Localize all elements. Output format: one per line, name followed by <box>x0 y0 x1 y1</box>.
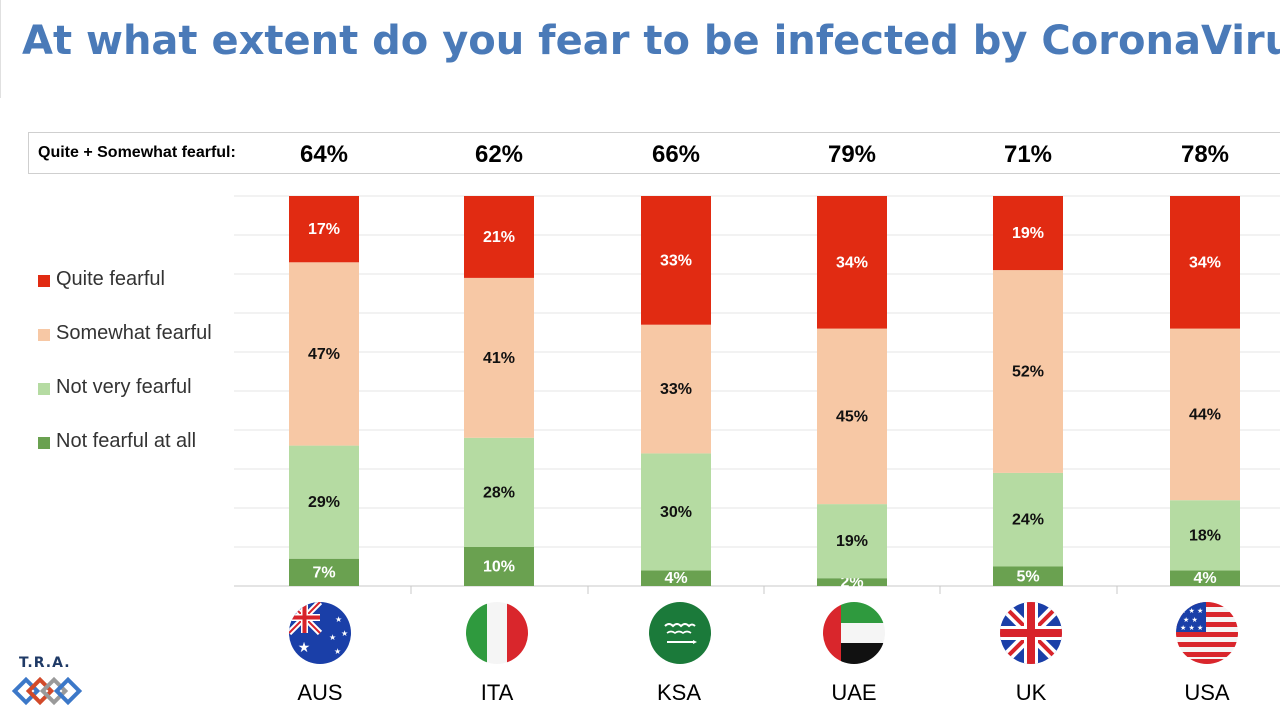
bar-segment-aus-not-fearful-at-all <box>289 558 359 586</box>
data-label-ita-not-very-fearful: 28% <box>483 484 515 501</box>
svg-text:★: ★ <box>298 640 311 656</box>
bar-segment-aus-not-very-fearful <box>289 445 359 559</box>
data-label-uae-somewhat-fearful: 45% <box>836 408 868 425</box>
data-label-uk-quite-fearful: 19% <box>1012 225 1044 242</box>
summary-label: Quite + Somewhat fearful: <box>38 144 236 161</box>
legend-label-not-fearful-at-all: Not fearful at all <box>56 430 197 452</box>
legend-swatch-not-fearful-at-all <box>38 437 50 449</box>
bar-segment-ita-not-fearful-at-all <box>464 547 534 586</box>
bar-segment-ksa-not-fearful-at-all <box>641 570 711 586</box>
summary-value-ita: 62% <box>474 141 524 168</box>
legend-label-somewhat-fearful: Somewhat fearful <box>56 322 212 344</box>
data-label-usa-somewhat-fearful: 44% <box>1189 406 1221 423</box>
bar-segment-uk-somewhat-fearful <box>993 270 1063 473</box>
svg-text:★: ★ <box>329 633 336 642</box>
legend-swatch-not-very-fearful <box>38 383 50 395</box>
country-label-ita: ITA <box>480 680 514 705</box>
svg-text:★: ★ <box>334 647 341 656</box>
svg-text:★: ★ <box>335 615 342 624</box>
data-label-ita-quite-fearful: 21% <box>483 229 515 246</box>
saudi-arabia-flag-icon <box>649 602 711 664</box>
data-label-uk-somewhat-fearful: 52% <box>1012 364 1044 381</box>
data-label-aus-somewhat-fearful: 47% <box>308 346 340 363</box>
data-label-uae-quite-fearful: 34% <box>836 254 868 271</box>
legend-swatch-quite-fearful <box>38 275 50 287</box>
data-label-aus-not-very-fearful: 29% <box>308 494 340 511</box>
bar-segment-ita-not-very-fearful <box>464 437 534 547</box>
australia-flag-icon: ★ ★ ★ ★ ★ <box>289 602 351 664</box>
bar-segment-uae-not-fearful-at-all <box>817 578 887 586</box>
left-border <box>0 0 1 98</box>
data-label-uae-not-very-fearful: 19% <box>836 533 868 550</box>
country-label-usa: USA <box>1184 680 1230 705</box>
italy-flag-icon <box>466 602 528 664</box>
data-label-ita-somewhat-fearful: 41% <box>483 350 515 367</box>
usa-flag-icon: ★ ★ ★ ★ ★ ★ ★ ★ <box>1176 602 1238 664</box>
svg-text:★ ★ ★: ★ ★ ★ <box>1180 607 1203 615</box>
svg-text:★ ★ ★: ★ ★ ★ <box>1180 624 1203 632</box>
bar-segment-ksa-somewhat-fearful <box>641 324 711 454</box>
svg-text:★: ★ <box>341 629 348 638</box>
data-label-ksa-not-fearful-at-all: 4% <box>664 570 687 587</box>
bar-segment-ita-somewhat-fearful <box>464 277 534 438</box>
bar-segment-aus-somewhat-fearful <box>289 262 359 446</box>
data-label-usa-quite-fearful: 34% <box>1189 254 1221 271</box>
data-label-ksa-somewhat-fearful: 33% <box>660 381 692 398</box>
data-label-aus-not-fearful-at-all: 7% <box>312 564 335 581</box>
bar-segment-usa-not-very-fearful <box>1170 500 1240 571</box>
bar-segment-ita-quite-fearful <box>464 196 534 278</box>
bar-segment-usa-quite-fearful <box>1170 196 1240 329</box>
country-label-aus: AUS <box>297 680 343 705</box>
summary-box <box>28 132 1280 174</box>
page-title: At what extent do you fear to be infecte… <box>22 18 1280 64</box>
country-label-uk: UK <box>1015 680 1047 705</box>
data-label-aus-quite-fearful: 17% <box>308 221 340 238</box>
summary-value-aus: 64% <box>299 141 349 168</box>
legend-label-not-very-fearful: Not very fearful <box>56 376 192 398</box>
data-label-ksa-not-very-fearful: 30% <box>660 504 692 521</box>
legend-label-quite-fearful: Quite fearful <box>56 268 165 290</box>
data-label-usa-not-very-fearful: 18% <box>1189 527 1221 544</box>
bar-segment-aus-quite-fearful <box>289 196 359 263</box>
bar-segment-uae-not-very-fearful <box>817 504 887 579</box>
logo-text: T.R.A. <box>19 655 71 671</box>
country-label-ksa: KSA <box>656 680 702 705</box>
country-label-uae: UAE <box>831 680 877 705</box>
data-label-uk-not-very-fearful: 24% <box>1012 512 1044 529</box>
bar-segment-uae-quite-fearful <box>817 196 887 329</box>
bar-segment-uae-somewhat-fearful <box>817 328 887 505</box>
summary-value-uae: 79% <box>827 141 877 168</box>
summary-value-ksa: 66% <box>651 141 701 168</box>
data-label-usa-not-fearful-at-all: 4% <box>1193 570 1216 587</box>
bar-segment-usa-not-fearful-at-all <box>1170 570 1240 586</box>
uk-flag-icon <box>1000 602 1062 664</box>
tra-logo-icon <box>11 676 83 706</box>
data-label-ksa-quite-fearful: 33% <box>660 252 692 269</box>
uae-flag-icon <box>823 602 885 664</box>
svg-text:★ ★: ★ ★ <box>1183 616 1198 624</box>
bar-segment-usa-somewhat-fearful <box>1170 328 1240 501</box>
data-label-uae-not-fearful-at-all: 2% <box>840 574 863 591</box>
legend-swatch-somewhat-fearful <box>38 329 50 341</box>
bar-segment-uk-quite-fearful <box>993 196 1063 271</box>
data-label-ita-not-fearful-at-all: 10% <box>483 559 515 576</box>
data-label-uk-not-fearful-at-all: 5% <box>1016 568 1039 585</box>
bar-segment-ksa-quite-fearful <box>641 196 711 325</box>
bar-segment-ksa-not-very-fearful <box>641 453 711 571</box>
bar-segment-uk-not-very-fearful <box>993 472 1063 567</box>
summary-value-usa: 78% <box>1180 141 1230 168</box>
summary-value-uk: 71% <box>1003 141 1053 168</box>
bar-segment-uk-not-fearful-at-all <box>993 566 1063 586</box>
